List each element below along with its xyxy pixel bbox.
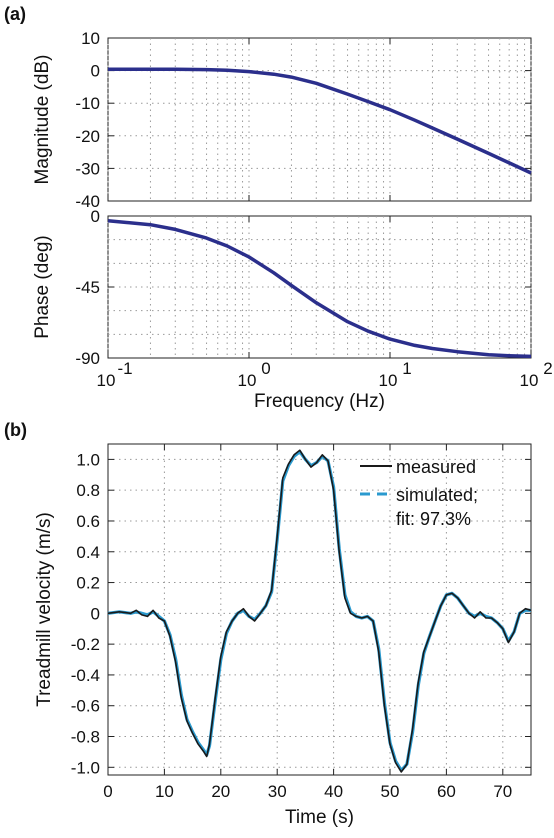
magnitude-ylabel: Magnitude (dB) (32, 55, 53, 185)
phase-xtick-label: 10 (379, 371, 398, 390)
velocity-xtick-label: 30 (268, 782, 287, 801)
panel-a-label: (a) (4, 4, 26, 24)
phase-xtick-exponent: 1 (402, 359, 411, 378)
velocity-xtick-label: 10 (155, 782, 174, 801)
legend-fit-label: fit: 97.3% (396, 509, 471, 529)
legend-measured-label: measured (396, 457, 476, 477)
phase-xtick-label: 10 (520, 371, 539, 390)
magnitude-ytick-label: -40 (75, 192, 100, 211)
phase-ytick-label: 0 (91, 207, 100, 226)
phase-xtick-label: 10 (97, 371, 116, 390)
velocity-xtick-label: 70 (493, 782, 512, 801)
phase-ylabel: Phase (deg) (32, 235, 53, 339)
velocity-ytick-label: -0.2 (71, 635, 100, 654)
magnitude-ytick-label: 0 (91, 62, 100, 81)
magnitude-ytick-label: -10 (75, 94, 100, 113)
phase-axes (107, 215, 532, 359)
velocity-ytick-label: 0.8 (76, 481, 100, 500)
phase-xtick-exponent: -1 (117, 359, 132, 378)
phase-xlabel: Frequency (Hz) (254, 391, 385, 412)
panel-b-label: (b) (4, 420, 27, 440)
velocity-ytick-label: -1.0 (71, 758, 100, 777)
velocity-ytick-label: 1.0 (76, 450, 100, 469)
velocity-ytick-label: -0.8 (71, 728, 100, 747)
measured-series-line (107, 449, 532, 773)
magnitude-ytick-label: -30 (75, 159, 100, 178)
phase-series-line (107, 218, 532, 359)
phase-ytick-label: -90 (75, 349, 100, 368)
velocity-ytick-label: -0.6 (71, 697, 100, 716)
legend-simulated-label: simulated; (396, 485, 478, 505)
phase-xtick-exponent: 0 (261, 359, 270, 378)
velocity-ylabel: Treadmill velocity (m/s) (34, 512, 55, 707)
phase-xtick-label: 10 (238, 371, 257, 390)
velocity-xtick-label: 20 (211, 782, 230, 801)
velocity-xtick-label: 50 (381, 782, 400, 801)
velocity-ytick-label: 0.4 (76, 543, 100, 562)
magnitude-axes (107, 37, 532, 202)
magnitude-ytick-label: -20 (75, 127, 100, 146)
velocity-xtick-label: 40 (324, 782, 343, 801)
velocity-ytick-label: 0.2 (76, 574, 100, 593)
magnitude-ytick-label: 10 (81, 29, 100, 48)
magnitude-series-line (108, 67, 532, 175)
velocity-ytick-label: 0 (91, 604, 100, 623)
velocity-xlabel: Time (s) (285, 807, 354, 828)
velocity-xtick-label: 0 (103, 782, 112, 801)
phase-ytick-label: -45 (75, 278, 100, 297)
velocity-ytick-label: -0.4 (71, 666, 100, 685)
velocity-xtick-label: 60 (437, 782, 456, 801)
phase-xtick-exponent: 2 (543, 359, 552, 378)
velocity-ytick-label: 0.6 (76, 512, 100, 531)
